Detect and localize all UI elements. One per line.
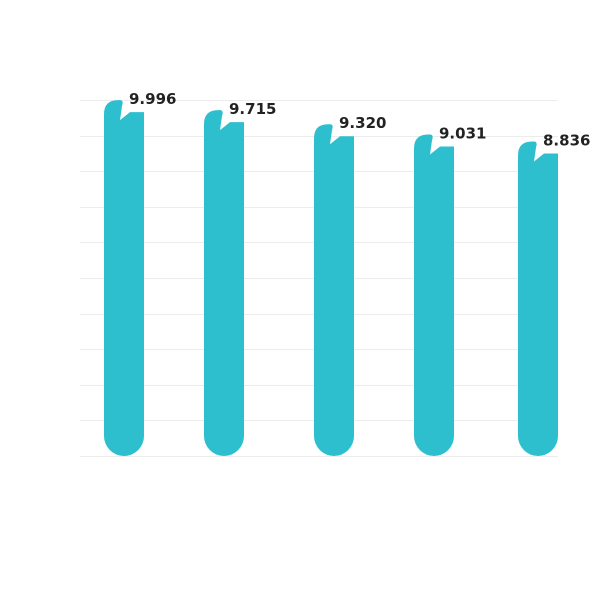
- bars: [104, 100, 558, 457]
- bar-2: [204, 110, 244, 457]
- value-label-1: 9.996: [129, 90, 176, 108]
- bar-1: [104, 100, 144, 457]
- value-labels: 9.996 9.715 9.320 9.031 8.836: [129, 90, 590, 149]
- value-label-2: 9.715: [229, 100, 276, 118]
- bar-3: [314, 124, 354, 456]
- value-label-4: 9.031: [439, 124, 486, 142]
- value-label-3: 9.320: [339, 114, 386, 132]
- bar-5: [518, 141, 558, 456]
- bar-4: [414, 134, 454, 456]
- value-label-5: 8.836: [543, 131, 590, 149]
